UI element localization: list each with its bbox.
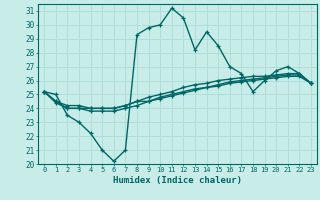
X-axis label: Humidex (Indice chaleur): Humidex (Indice chaleur) — [113, 176, 242, 185]
